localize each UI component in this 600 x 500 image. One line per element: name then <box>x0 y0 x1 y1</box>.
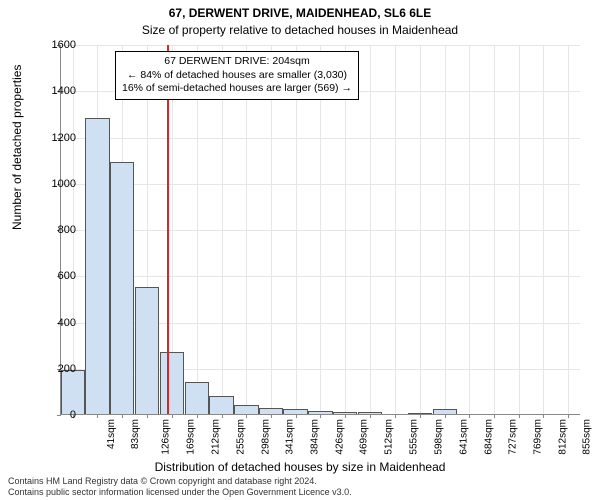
histogram-bar <box>135 287 159 414</box>
histogram-bar <box>333 412 357 414</box>
y-tick-label: 600 <box>36 270 76 282</box>
y-tick-label: 400 <box>36 317 76 329</box>
y-tick-label: 1200 <box>36 132 76 144</box>
x-tick-label: 555sqm <box>409 419 420 455</box>
footer: Contains HM Land Registry data © Crown c… <box>8 476 352 498</box>
histogram-bar <box>358 412 382 414</box>
x-tick-label: 641sqm <box>458 419 469 455</box>
footer-line2: Contains public sector information licen… <box>8 487 352 498</box>
x-tick-label: 684sqm <box>483 419 494 455</box>
footer-line1: Contains HM Land Registry data © Crown c… <box>8 476 352 487</box>
histogram-bar <box>234 405 258 414</box>
x-tick-label: 812sqm <box>557 419 568 455</box>
x-tick-label: 341sqm <box>285 419 296 455</box>
x-tick-label: 512sqm <box>384 419 395 455</box>
y-tick-label: 0 <box>36 409 76 421</box>
x-tick-label: 255sqm <box>235 419 246 455</box>
histogram-bar <box>283 409 307 414</box>
x-axis-label: Distribution of detached houses by size … <box>0 460 600 474</box>
annotation-line3: 16% of semi-detached houses are larger (… <box>122 82 352 96</box>
histogram-bar <box>185 382 209 414</box>
x-tick-label: 169sqm <box>186 419 197 455</box>
x-tick-label: 426sqm <box>334 419 345 455</box>
histogram-bar <box>408 413 432 414</box>
y-tick-label: 1600 <box>36 39 76 51</box>
histogram-bar <box>308 411 332 414</box>
histogram-bar <box>61 370 85 414</box>
x-tick-label: 83sqm <box>130 419 141 449</box>
histogram-bar <box>433 409 457 414</box>
x-tick-label: 769sqm <box>532 419 543 455</box>
chart-wrap: 67 DERWENT DRIVE: 204sqm ← 84% of detach… <box>60 45 580 415</box>
histogram-bar <box>85 118 109 414</box>
plot-area <box>60 45 580 415</box>
annotation-line1: 67 DERWENT DRIVE: 204sqm <box>122 55 352 69</box>
y-tick-label: 200 <box>36 363 76 375</box>
x-tick-label: 212sqm <box>211 419 222 455</box>
x-tick-label: 469sqm <box>359 419 370 455</box>
x-tick-label: 41sqm <box>106 419 117 449</box>
annotation-box: 67 DERWENT DRIVE: 204sqm ← 84% of detach… <box>115 51 359 100</box>
histogram-bar <box>110 162 134 414</box>
chart-subtitle: Size of property relative to detached ho… <box>0 22 600 37</box>
histogram-bar <box>259 408 283 414</box>
x-tick-label: 384sqm <box>310 419 321 455</box>
histogram-bar <box>209 396 233 415</box>
y-tick-label: 800 <box>36 224 76 236</box>
chart-title: 67, DERWENT DRIVE, MAIDENHEAD, SL6 6LE <box>0 0 600 22</box>
y-tick-label: 1000 <box>36 178 76 190</box>
x-tick-label: 727sqm <box>508 419 519 455</box>
annotation-line2: ← 84% of detached houses are smaller (3,… <box>122 69 352 83</box>
y-axis-label: Number of detached properties <box>10 65 24 230</box>
chart-container: 67, DERWENT DRIVE, MAIDENHEAD, SL6 6LE S… <box>0 0 600 500</box>
reference-line <box>167 45 169 414</box>
x-tick-label: 126sqm <box>161 419 172 455</box>
x-tick-label: 598sqm <box>434 419 445 455</box>
x-tick-label: 298sqm <box>260 419 271 455</box>
y-tick-label: 1400 <box>36 85 76 97</box>
histogram-bar <box>160 352 184 414</box>
x-tick-label: 855sqm <box>582 419 593 455</box>
